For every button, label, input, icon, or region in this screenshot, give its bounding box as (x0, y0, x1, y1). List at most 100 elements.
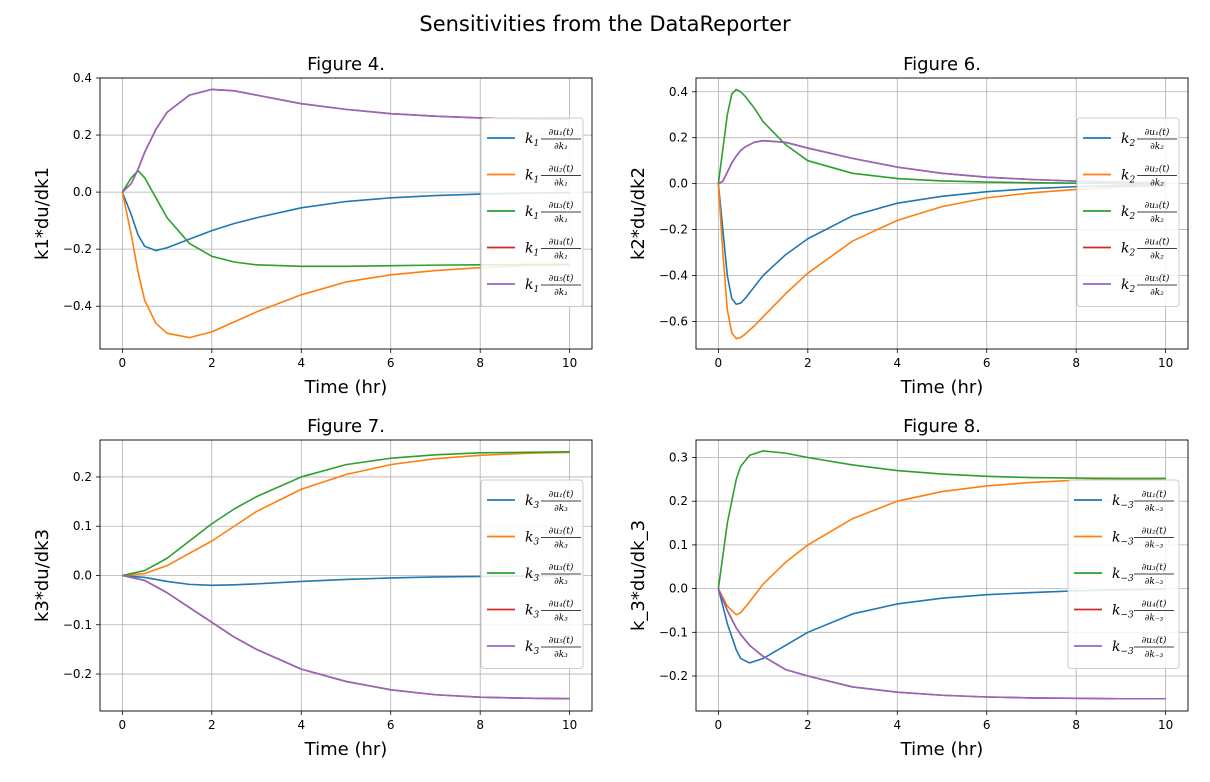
y-tick-label: −0.4 (659, 269, 688, 283)
legend-k: k1 (525, 168, 539, 186)
legend-k: k1 (525, 131, 539, 149)
legend-numerator: ∂u₃(t) (1145, 200, 1170, 211)
y-tick-label: 0.0 (669, 177, 688, 191)
legend: k2 ∂u₁(t) ∂k₂ k2 ∂u₂(t) ∂k₂ k2 ∂u₃(t) ∂k₂ k2 ∂u₄(t… (1076, 117, 1180, 307)
legend-entry-2: k3 ∂u₂(t) ∂k₃ (487, 526, 581, 551)
y-tick-label: 0.1 (669, 538, 688, 552)
legend-numerator: ∂u₂(t) (549, 164, 574, 175)
x-tick-label: 6 (387, 356, 395, 370)
legend-denominator: ∂k₃ (554, 541, 568, 551)
x-tick-label: 6 (983, 718, 991, 732)
legend-k: k3 (525, 603, 539, 621)
legend-numerator: ∂u₅(t) (1145, 273, 1170, 284)
x-tick-label: 8 (476, 718, 484, 732)
legend-numerator: ∂u₅(t) (549, 273, 574, 284)
legend-denominator: ∂k₁ (554, 215, 568, 225)
y-tick-label: 0.1 (73, 519, 92, 533)
series-line-1 (717, 588, 1166, 664)
axes-frame (695, 77, 1189, 350)
legend-denominator: ∂k₃ (554, 650, 568, 660)
x-tick-label: 2 (804, 356, 812, 370)
x-tick-label: 4 (893, 356, 901, 370)
axes-frame (99, 439, 593, 712)
chart-title: Figure 8. (903, 416, 981, 437)
legend-k: k−3 (1112, 603, 1134, 621)
legend-k: k1 (525, 204, 539, 222)
x-tick-label: 10 (562, 718, 577, 732)
x-tick-label: 10 (1158, 356, 1173, 370)
legend-denominator: ∂k₂ (1150, 179, 1164, 189)
x-tick-label: 0 (715, 718, 723, 732)
legend-k: k−3 (1112, 639, 1134, 657)
legend-k: k3 (525, 566, 539, 584)
legend-entry-4: k3 ∂u₄(t) ∂k₃ (487, 599, 581, 624)
legend-numerator: ∂u₃(t) (549, 200, 574, 211)
series-line-2 (122, 451, 570, 577)
series-line-1 (121, 191, 570, 252)
legend-k: k3 (525, 639, 539, 657)
series-line-5 (717, 588, 1166, 700)
chart-title: Figure 7. (307, 416, 385, 437)
legend-denominator: ∂k₂ (1150, 288, 1164, 298)
axes-frame (99, 77, 593, 350)
chart-2: 0 2 4 6 8 10 −0.6 −0.4 −0.2 0.0 0.2 0.4 Figure 6. Tim… (628, 54, 1189, 398)
y-tick-label: 0.2 (669, 131, 688, 145)
legend-entry-4: k−3 ∂u₄(t) ∂k₋₃ (1074, 599, 1174, 624)
legend-denominator: ∂k₁ (554, 179, 568, 189)
legend-entry-3: k2 ∂u₃(t) ∂k₂ (1083, 200, 1177, 225)
x-tick-label: 0 (715, 356, 723, 370)
x-tick-label: 2 (208, 718, 216, 732)
legend-numerator: ∂u₁(t) (549, 127, 574, 138)
legend-denominator: ∂k₂ (1150, 142, 1164, 152)
series-line-2 (717, 477, 1166, 616)
legend-entry-5: k−3 ∂u₅(t) ∂k₋₃ (1074, 635, 1174, 660)
legend-numerator: ∂u₂(t) (1145, 164, 1170, 175)
legend-entry-4: k2 ∂u₄(t) ∂k₂ (1083, 237, 1177, 262)
y-tick-label: −0.2 (659, 223, 688, 237)
chart-title: Figure 4. (307, 54, 385, 75)
legend-entry-1: k2 ∂u₁(t) ∂k₂ (1083, 127, 1177, 152)
y-tick-label: −0.4 (63, 299, 92, 313)
legend-frame (1067, 479, 1180, 669)
x-axis-label: Time (hr) (304, 739, 388, 760)
series-line-3 (121, 169, 570, 268)
legend-frame (480, 117, 584, 307)
series-line-5 (717, 139, 1166, 185)
y-tick-label: −0.1 (63, 618, 92, 632)
x-tick-label: 10 (562, 356, 577, 370)
legend-k: k−3 (1112, 566, 1134, 584)
legend-k: k1 (525, 241, 539, 259)
y-tick-label: 0.2 (669, 494, 688, 508)
legend-k: k−3 (1112, 530, 1134, 548)
legend-denominator: ∂k₋₃ (1145, 541, 1164, 551)
x-tick-label: 8 (476, 356, 484, 370)
x-tick-label: 2 (804, 718, 812, 732)
legend-entry-5: k1 ∂u₅(t) ∂k₁ (487, 273, 581, 298)
legend-k: k1 (525, 277, 539, 295)
x-tick-label: 0 (119, 718, 127, 732)
legend-numerator: ∂u₄(t) (549, 237, 574, 248)
x-tick-label: 6 (387, 718, 395, 732)
x-tick-label: 6 (983, 356, 991, 370)
y-tick-label: −0.2 (63, 667, 92, 681)
x-tick-label: 4 (893, 718, 901, 732)
y-tick-label: 0.0 (73, 185, 92, 199)
legend-denominator: ∂k₂ (1150, 252, 1164, 262)
legend-entry-5: k3 ∂u₅(t) ∂k₃ (487, 635, 581, 660)
chart-4: 0 2 4 6 8 10 −0.2 −0.1 0.0 0.1 0.2 0.3 Figure 8. Time… (628, 416, 1189, 760)
series-line-3 (717, 88, 1166, 185)
series-line-3 (717, 450, 1166, 589)
series-line-2 (717, 183, 1166, 340)
y-tick-label: 0.2 (73, 470, 92, 484)
legend-numerator: ∂u₂(t) (549, 526, 574, 537)
legend-entry-1: k−3 ∂u₁(t) ∂k₋₃ (1074, 489, 1174, 514)
x-axis-label: Time (hr) (900, 739, 984, 760)
legend-denominator: ∂k₃ (554, 504, 568, 514)
series-line-5 (121, 88, 570, 193)
legend-k: k−3 (1112, 493, 1134, 511)
legend-numerator: ∂u₅(t) (1142, 635, 1167, 646)
legend-k: k2 (1121, 204, 1135, 222)
legend-entry-4: k1 ∂u₄(t) ∂k₁ (487, 237, 581, 262)
legend-entry-3: k1 ∂u₃(t) ∂k₁ (487, 200, 581, 225)
legend-numerator: ∂u₁(t) (1142, 489, 1167, 500)
